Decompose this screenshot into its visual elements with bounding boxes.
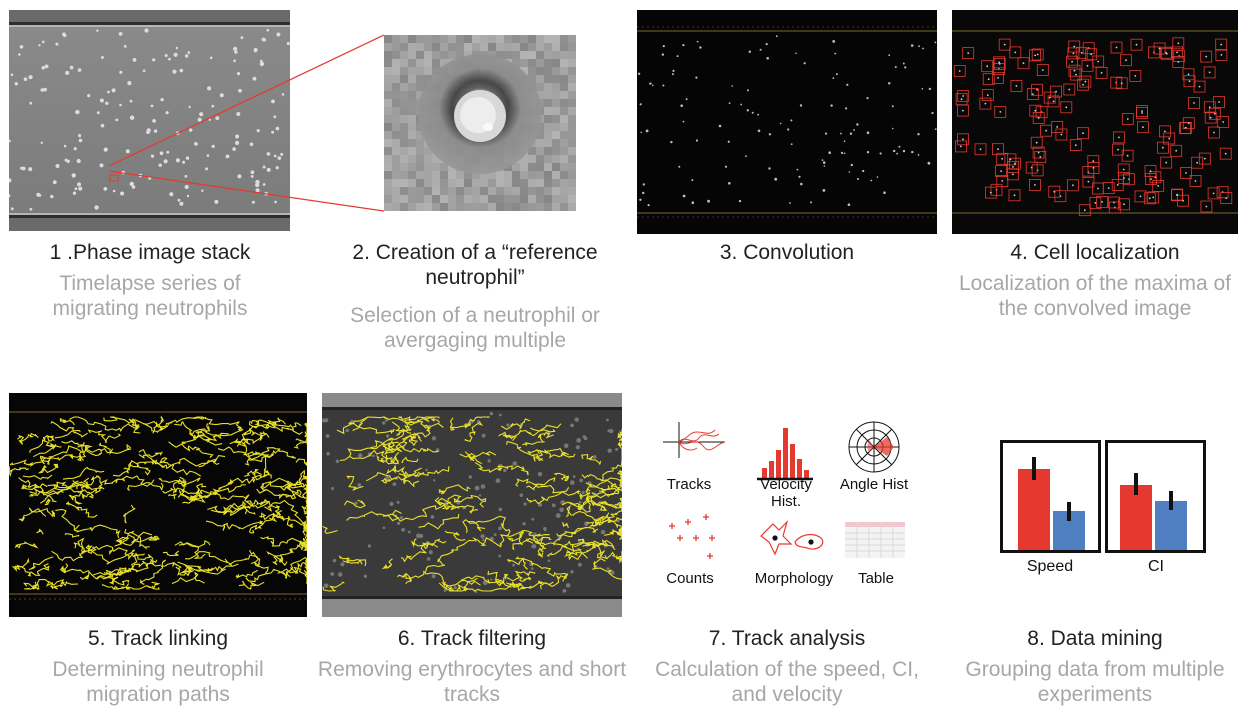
step1-description: Timelapse series of migrating neutrophil… [52,272,248,320]
track-linking-image [9,393,307,617]
speed-label: Speed [1026,558,1074,575]
track-analysis-icons: Tracks Velocity Hist. Angle Hist [645,410,935,595]
tracks-label: Tracks [666,476,712,493]
track-filtering-image [322,393,622,617]
step6-description: Removing erythrocytes and short tracks [317,658,627,706]
speed-bar-red [1018,469,1050,550]
step7-description: Calculation of the speed, CI, and veloci… [655,658,919,706]
step3-title: 3. Convolution [719,241,855,264]
step2-description: Selection of a neutrophil or avergaging … [350,304,600,352]
morphology-label: Morphology [754,570,834,587]
table-label: Table [858,570,894,587]
step5-description: Determining neutrophil migration paths [52,658,264,706]
cell-localization-image [952,10,1238,234]
step8-description: Grouping data from multiple experiments [965,658,1225,706]
step6-title: 6. Track filtering [397,627,547,650]
ci-label: CI [1148,558,1164,575]
morphology-icon [760,519,824,556]
step4-title: 4. Cell localization [1010,241,1180,264]
step1-title: 1 .Phase image stack [49,241,251,264]
table-icon [845,522,905,558]
reference-neutrophil-image [384,35,576,211]
ci-chart-frame [1105,440,1206,553]
step2-title: 2. Creation of a “reference neutrophil” [352,241,598,289]
step4-description: Localization of the maxima of the convol… [959,272,1231,320]
velocity-histogram-icon [757,428,813,481]
angle-histogram-icon [848,421,900,473]
step5-title: 5. Track linking [87,627,229,650]
angle-hist-label: Angle Hist [839,476,909,493]
velocity-hist-label: Velocity Hist. [760,476,812,510]
counts-label: Counts [666,570,714,587]
ci-bar-red [1120,485,1152,550]
convolution-image [637,10,937,234]
zoom-connector-lines [108,34,385,212]
data-mining-charts [1000,440,1206,553]
phase-image-panel [9,10,290,231]
counts-icon [669,514,715,559]
tracks-icon [663,422,726,458]
step7-title: 7. Track analysis [708,627,866,650]
step8-title: 8. Data mining [1027,627,1163,650]
speed-chart-frame [1000,440,1101,553]
